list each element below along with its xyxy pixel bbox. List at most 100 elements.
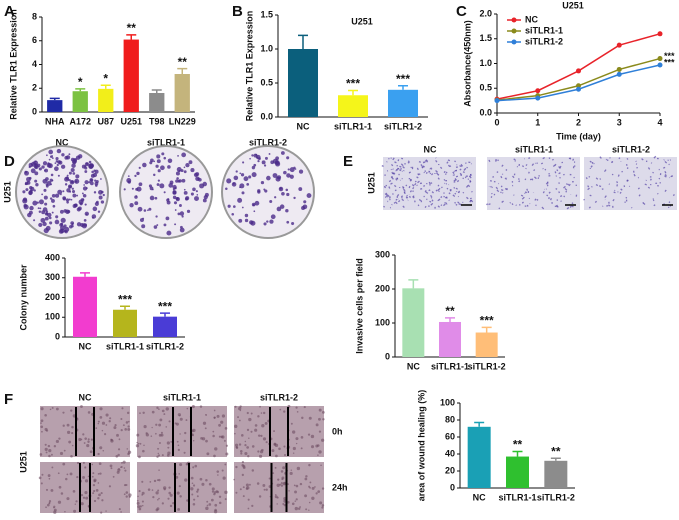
cell <box>403 190 406 193</box>
colony <box>48 158 51 161</box>
colony <box>178 169 181 172</box>
cell <box>242 486 245 489</box>
bar <box>388 89 418 117</box>
colony <box>95 184 98 187</box>
cell <box>59 451 64 456</box>
colony <box>134 201 139 206</box>
colony <box>66 201 69 204</box>
cell <box>282 466 286 470</box>
cell <box>394 201 398 205</box>
cell <box>66 423 70 427</box>
colony <box>38 210 42 214</box>
error-bar <box>408 279 419 289</box>
y-tick-label: 1.5 <box>479 33 492 43</box>
colony <box>190 192 194 196</box>
colony <box>257 190 261 194</box>
cell <box>304 494 308 498</box>
legend-marker <box>511 17 517 23</box>
colony <box>289 167 295 173</box>
colony <box>23 203 28 208</box>
cell <box>158 454 161 457</box>
cell <box>513 158 516 161</box>
cell <box>319 501 323 505</box>
cell <box>176 491 180 495</box>
bar <box>73 276 97 337</box>
transwell-image <box>487 157 580 210</box>
y-tick-label: 400 <box>45 252 60 262</box>
cell <box>254 424 258 427</box>
cell <box>65 477 68 481</box>
bar <box>402 288 425 357</box>
cell <box>460 163 463 166</box>
cell <box>258 495 262 498</box>
cell <box>385 195 389 198</box>
colony <box>62 190 65 193</box>
legend-marker <box>511 28 517 34</box>
cell <box>454 201 457 204</box>
colony <box>274 196 277 199</box>
y-tick-label: 1.0 <box>260 43 273 53</box>
cell <box>51 406 54 409</box>
cell <box>225 444 228 447</box>
cell <box>224 427 228 430</box>
cell <box>109 464 113 468</box>
cell <box>301 416 304 420</box>
colony <box>48 216 52 220</box>
cell <box>190 476 194 480</box>
cell <box>435 170 438 173</box>
cell <box>121 461 123 464</box>
cell <box>486 203 489 206</box>
cell <box>55 439 60 444</box>
colony <box>172 195 177 200</box>
cell <box>594 200 598 204</box>
cell <box>80 502 84 506</box>
cell <box>598 185 602 188</box>
cell <box>169 504 173 508</box>
cell <box>161 454 164 457</box>
cell <box>158 433 162 437</box>
cell <box>75 500 78 503</box>
cell <box>424 159 427 162</box>
cell <box>610 160 614 164</box>
cell <box>57 472 60 475</box>
colony <box>172 188 175 191</box>
cell <box>620 188 623 191</box>
point <box>576 86 581 92</box>
colony <box>22 190 26 194</box>
cell <box>469 180 472 183</box>
colony <box>84 170 88 173</box>
cell <box>101 499 104 502</box>
colony <box>195 190 198 193</box>
colony <box>163 156 167 160</box>
colony <box>50 183 53 186</box>
colony <box>166 198 170 202</box>
cell <box>652 199 655 202</box>
cell <box>257 434 261 437</box>
cell <box>123 467 126 469</box>
cell <box>445 171 448 174</box>
cell <box>62 462 66 466</box>
panel-label: C <box>456 3 467 20</box>
cell <box>192 484 196 487</box>
colony <box>51 179 54 182</box>
colony <box>54 166 59 172</box>
image-side-label: U251 <box>18 451 28 473</box>
cell <box>73 509 77 513</box>
cell <box>156 455 159 458</box>
cell <box>239 449 243 453</box>
colony <box>174 187 177 190</box>
error-bar <box>49 97 60 101</box>
colony <box>93 169 96 172</box>
cell <box>58 485 62 489</box>
cell <box>87 411 91 414</box>
cell <box>295 437 299 441</box>
cell <box>179 463 183 467</box>
x-tick-label: U251 <box>120 116 142 126</box>
cell <box>470 173 472 177</box>
colony <box>84 165 87 168</box>
cell <box>399 169 402 172</box>
cell <box>268 477 271 480</box>
cell <box>235 491 238 494</box>
cell <box>412 196 415 199</box>
cell <box>165 407 169 411</box>
